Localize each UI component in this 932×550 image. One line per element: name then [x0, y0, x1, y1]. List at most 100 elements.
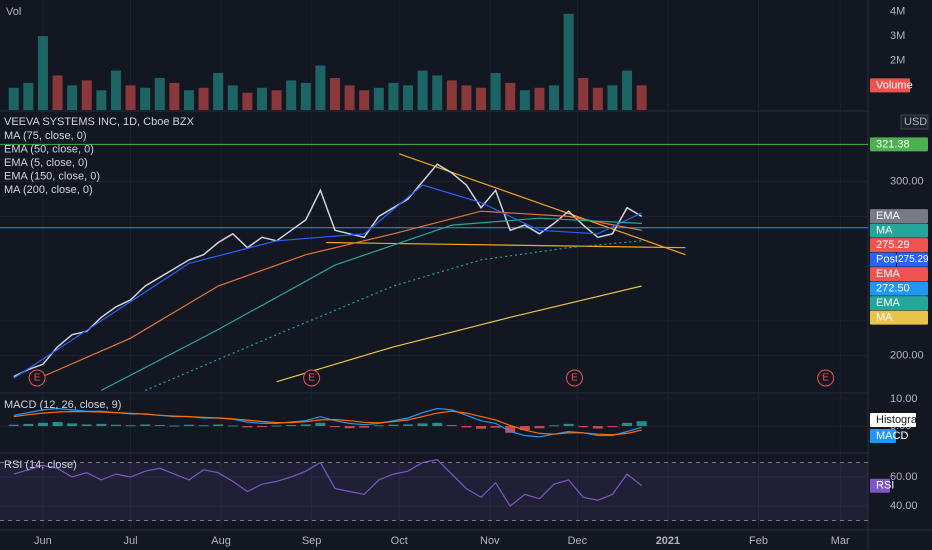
axis-tag-label: EMA [876, 297, 901, 309]
series-line [276, 285, 642, 383]
bar [256, 87, 267, 110]
axis-tag [870, 413, 916, 427]
bar [154, 424, 165, 427]
bar [607, 426, 618, 428]
bar [52, 422, 63, 427]
bar [110, 70, 121, 110]
bar [256, 426, 267, 428]
bar [519, 90, 530, 110]
panel-title: RSI (14, close) [4, 459, 77, 471]
x-tick-label: Aug [211, 535, 231, 547]
bar [461, 426, 472, 428]
volume-label: Vol [6, 6, 21, 18]
trend-line [326, 241, 686, 249]
x-tick-label: Feb [749, 535, 768, 547]
bar [52, 75, 63, 110]
bar [607, 85, 618, 110]
earnings-label: E [571, 373, 578, 384]
x-tick-label: Mar [831, 535, 850, 547]
axis-tag-label: Post [876, 253, 898, 265]
bar [534, 87, 545, 110]
bar [534, 426, 545, 429]
currency-label: USD [904, 116, 927, 128]
axis-tag [870, 429, 896, 443]
axis-tag [870, 310, 928, 325]
axis-tag-label: 275.29 [898, 254, 929, 265]
series-line [42, 210, 642, 378]
bar [227, 85, 238, 110]
bar [67, 85, 78, 110]
earnings-label: E [34, 373, 41, 384]
earnings-marker [28, 369, 46, 387]
axis-tag-label: MA [876, 311, 893, 323]
bar [315, 65, 326, 110]
earnings-label: E [308, 373, 315, 384]
axis-tag-label: 275.29 [876, 239, 910, 251]
bar [8, 87, 19, 110]
legend-entry: EMA (50, close, 0) [4, 143, 94, 155]
legend-entry: EMA (5, close, 0) [4, 157, 88, 169]
bar [476, 426, 487, 429]
bar [622, 70, 633, 110]
bar [432, 75, 443, 110]
bar [213, 424, 224, 427]
bar [300, 82, 311, 110]
legend-entry: MA (75, close, 0) [4, 130, 87, 142]
bar [344, 85, 355, 110]
bar [81, 424, 92, 427]
bar [183, 90, 194, 110]
bar [213, 73, 224, 110]
x-tick-label: Jun [34, 535, 52, 547]
axis-tag-label: 321.38 [876, 138, 910, 150]
bar [8, 424, 19, 427]
bar [23, 423, 34, 427]
earnings-marker [565, 369, 583, 387]
axis-tag-label: Volume [876, 79, 913, 91]
bar [125, 425, 136, 427]
y-tick-label: 2M [890, 55, 905, 67]
y-tick-label: 4M [890, 5, 905, 17]
bar [169, 82, 180, 110]
axis-tag [870, 267, 928, 282]
axis-tag [870, 78, 910, 93]
series-line [13, 163, 643, 378]
axis-tag [870, 281, 928, 296]
bar [549, 425, 560, 427]
axis-tag [870, 137, 928, 152]
bar [592, 426, 603, 429]
axis-tag-label: EMA [876, 268, 901, 280]
x-tick-label: Sep [302, 535, 322, 547]
bar [242, 92, 253, 110]
axis-tag-label: MA [876, 224, 893, 236]
bar [286, 80, 297, 110]
bar [37, 422, 48, 427]
earnings-label: E [822, 373, 829, 384]
bar [417, 70, 428, 110]
rsi-band [0, 462, 868, 521]
y-tick-label: 10.00 [890, 393, 918, 405]
bar [183, 424, 194, 427]
bar [125, 85, 136, 110]
series-line [13, 184, 642, 379]
y-tick-label: 200.00 [890, 350, 924, 362]
axis-tag-label: Histogram [876, 414, 926, 426]
axis-tag-label: 272.50 [876, 282, 910, 294]
bar [242, 426, 253, 428]
bar [519, 426, 530, 431]
bar [198, 425, 209, 427]
axis-tag [870, 209, 928, 224]
bar [622, 422, 633, 427]
bar [329, 77, 340, 110]
bar [140, 87, 151, 110]
axis-tag-label: EMA [876, 210, 901, 222]
currency-box [900, 114, 929, 130]
bar [373, 425, 384, 427]
earnings-marker [303, 369, 321, 387]
bar [96, 423, 107, 427]
y-tick-label: 3M [890, 30, 905, 42]
axis-tag-label: MACD [876, 430, 908, 442]
x-tick-label: 2021 [656, 535, 680, 547]
bar [403, 85, 414, 110]
bar [490, 426, 501, 428]
